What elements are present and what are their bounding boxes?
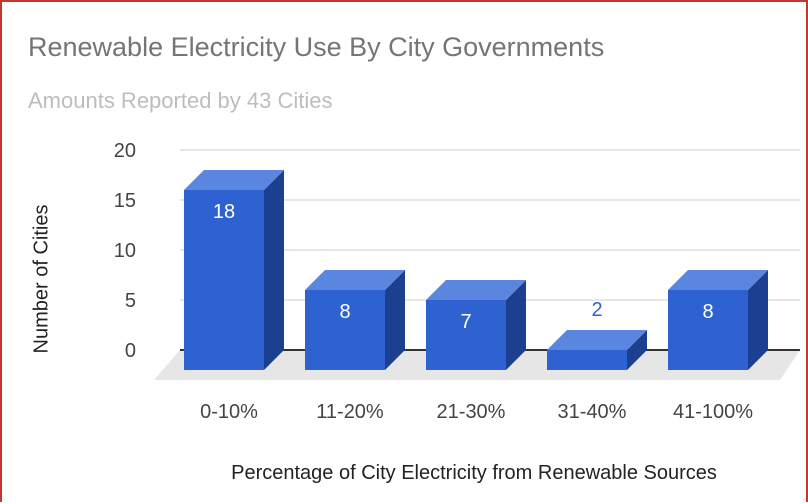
y-tick-label: 5 [125, 290, 136, 312]
bar-side [627, 330, 647, 370]
x-tick-label: 41-100% [673, 401, 753, 423]
bar-top [305, 270, 405, 290]
bar-side [748, 270, 768, 370]
data-label: 8 [339, 301, 350, 323]
bar [426, 300, 506, 370]
y-tick-label: 15 [114, 190, 136, 212]
data-label: 7 [460, 311, 471, 333]
data-label: 8 [702, 301, 713, 323]
bar-top [426, 280, 526, 300]
data-label: 18 [213, 201, 235, 223]
bar-side [264, 170, 284, 370]
data-label: 2 [591, 299, 602, 321]
bar-top [547, 330, 647, 350]
bar-top [668, 270, 768, 290]
bar-top [184, 170, 284, 190]
y-tick-label: 0 [125, 340, 136, 362]
bar [305, 290, 385, 370]
bar [184, 190, 264, 370]
x-tick-label: 0-10% [200, 401, 258, 423]
x-tick-label: 31-40% [558, 401, 627, 423]
chart-subtitle: Amounts Reported by 43 Cities [28, 88, 333, 113]
y-tick-label: 10 [114, 240, 136, 262]
bar [668, 290, 748, 370]
y-tick-label: 20 [114, 140, 136, 162]
x-tick-label: 21-30% [437, 401, 506, 423]
x-axis-label: Percentage of City Electricity from Rene… [231, 462, 717, 484]
chart-title: Renewable Electricity Use By City Govern… [28, 32, 605, 62]
bar [547, 350, 627, 370]
x-tick-label: 11-20% [316, 401, 384, 423]
bar-side [385, 270, 405, 370]
bar-side [506, 280, 526, 370]
